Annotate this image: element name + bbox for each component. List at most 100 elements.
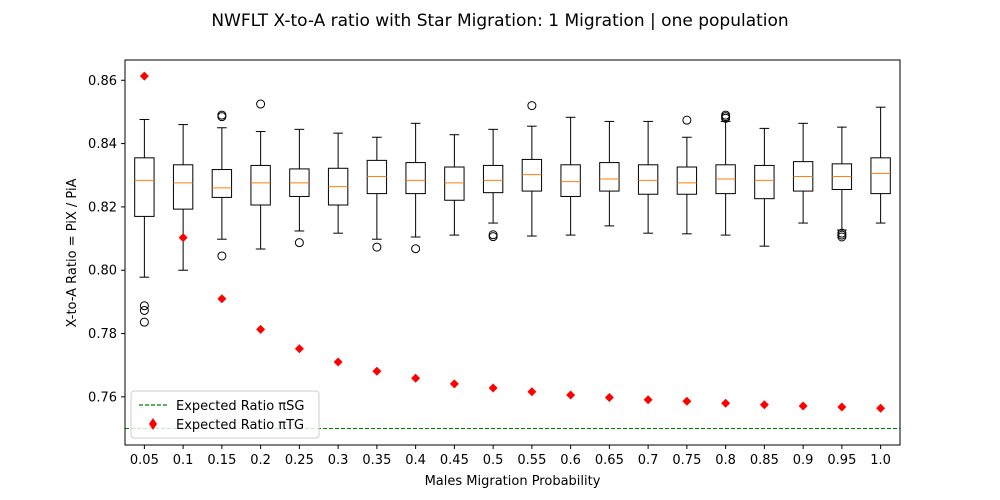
box-iqr	[172, 164, 194, 210]
expected-tg-point	[837, 402, 847, 412]
box-0.75	[676, 115, 698, 235]
box-0.4	[405, 122, 426, 254]
plot-layer	[125, 71, 900, 430]
box-0.2	[250, 99, 271, 250]
expected-tg-point	[604, 393, 614, 403]
box-iqr	[599, 162, 620, 192]
expected-tg-point	[294, 344, 304, 354]
box-iqr	[560, 164, 581, 197]
x-axis-label: Males Migration Probability	[425, 474, 601, 489]
y-axis-label: X-to-A Ratio = PiX / PiA	[65, 178, 80, 327]
box-0.95	[831, 126, 853, 242]
y-tick-label: 0.76	[88, 390, 117, 405]
legend-frame	[130, 390, 320, 439]
outlier-point	[721, 110, 731, 120]
box-iqr	[754, 164, 775, 200]
outlier-point	[372, 242, 382, 252]
x-tick-label: 0.15	[207, 453, 236, 468]
y-tick-label: 0.82	[88, 200, 117, 215]
plot-frame	[124, 59, 901, 446]
y-tick-label: 0.86	[88, 74, 117, 89]
outlier-point	[837, 232, 847, 242]
box-1.0	[870, 106, 891, 224]
box-0.15	[211, 110, 233, 261]
y-tick-label: 0.84	[88, 137, 117, 152]
outlier-point	[139, 317, 149, 327]
x-tick-label: 0.8	[715, 453, 736, 468]
box-iqr	[521, 158, 543, 192]
legend: Expected Ratio πSG Expected Ratio πTG	[130, 390, 320, 439]
box-0.25	[289, 128, 310, 248]
outlier-point	[139, 305, 149, 315]
x-tick-label: 0.2	[250, 453, 271, 468]
legend-tg-swatch	[149, 418, 157, 430]
box-iqr	[134, 157, 155, 217]
expected-tg-point	[759, 400, 769, 410]
box-0.3	[327, 132, 349, 234]
expected-tg-point	[721, 398, 731, 408]
outlier-point	[527, 101, 537, 111]
x-tick-label: 0.45	[440, 453, 469, 468]
chart-title: NWFLT X-to-A ratio with Star Migration: …	[211, 11, 788, 31]
expected-tg-point	[527, 387, 537, 397]
x-tick-label: 0.95	[827, 453, 856, 468]
x-tick-label: 0.9	[793, 453, 814, 468]
box-0.9	[792, 122, 814, 224]
expected-tg-point	[488, 383, 498, 393]
outlier-point	[256, 99, 266, 109]
x-tick-label: 0.05	[130, 453, 159, 468]
box-iqr	[870, 157, 891, 195]
outlier-point	[217, 110, 227, 120]
box-iqr	[637, 164, 659, 195]
box-0.55	[521, 101, 543, 237]
box-iqr	[676, 166, 698, 195]
box-0.1	[172, 124, 194, 271]
outlier-point	[139, 301, 149, 311]
x-tick-label: 0.65	[595, 453, 624, 468]
expected-tg-point	[798, 401, 808, 411]
expected-tg-point	[178, 233, 188, 243]
outlier-point	[294, 238, 304, 248]
legend-tg-label: Expected Ratio πTG	[176, 418, 304, 433]
x-tick-label: 0.4	[405, 453, 426, 468]
box-iqr	[211, 169, 233, 198]
expected-tg-point	[333, 357, 343, 367]
box-0.85	[754, 127, 775, 247]
y-tick-label: 0.80	[88, 264, 117, 279]
x-tick-label: 0.25	[285, 453, 314, 468]
y-tick-label: 0.78	[88, 327, 117, 342]
expected-tg-point	[256, 324, 266, 334]
expected-tg-point	[372, 366, 382, 376]
outlier-point	[682, 115, 692, 125]
x-tick-label: 0.85	[750, 453, 779, 468]
box-0.45	[444, 134, 465, 236]
x-tick-label: 0.3	[328, 453, 349, 468]
expected-tg-point	[566, 390, 576, 400]
outlier-point	[217, 251, 227, 261]
outlier-point	[837, 230, 847, 240]
x-tick-label: 0.75	[672, 453, 701, 468]
box-iqr	[405, 162, 426, 195]
box-0.6	[560, 116, 581, 236]
outlier-point	[488, 230, 498, 240]
expected-tg-point	[139, 71, 149, 81]
box-0.8	[715, 110, 736, 236]
box-iqr	[444, 166, 465, 201]
expected-tg-point	[449, 379, 459, 389]
expected-tg-point	[217, 294, 227, 304]
box-iqr	[482, 164, 504, 194]
box-0.65	[599, 120, 620, 227]
expected-tg-point	[682, 396, 692, 406]
y-axis: 0.76 0.78 0.80 0.82 0.84 0.86	[88, 74, 125, 405]
x-tick-label: 0.7	[638, 453, 659, 468]
x-tick-label: 1.0	[870, 453, 891, 468]
legend-sg-label: Expected Ratio πSG	[176, 399, 304, 414]
box-0.5	[482, 128, 504, 242]
x-axis: 0.05 0.1 0.15 0.2 0.25 0.3 0.35 0.4 0.45 0.5 0.55 0…	[130, 445, 891, 468]
x-tick-label: 0.35	[362, 453, 391, 468]
x-tick-label: 0.1	[173, 453, 194, 468]
box-iqr	[250, 164, 271, 206]
expected-tg-point	[411, 373, 421, 383]
